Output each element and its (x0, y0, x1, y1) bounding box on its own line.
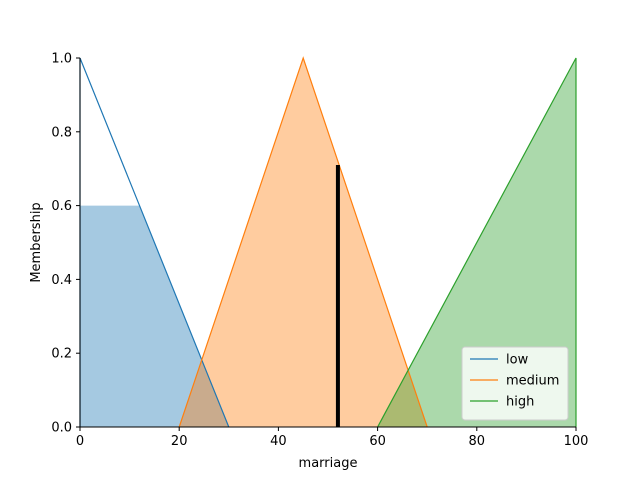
series-line-high (377, 57, 577, 428)
series-line-medium (178, 56, 428, 428)
legend-label-medium: medium (506, 374, 559, 389)
activation-fill-low (80, 205, 229, 427)
y-tick-label: 1.0 (51, 52, 72, 67)
axes (79, 58, 576, 428)
x-tick-label: 60 (369, 434, 386, 449)
legend-label-high: high (506, 395, 534, 410)
activation-fill-medium (179, 58, 428, 427)
x-tick-label: 80 (469, 434, 486, 449)
y-tick-label: 0.0 (51, 421, 72, 436)
y-axis-ticks: 0.0 0.2 0.4 0.6 0.8 1.0 (51, 52, 80, 436)
x-tick-label: 20 (171, 434, 188, 449)
y-tick-label: 0.4 (51, 273, 72, 288)
x-tick-label: 100 (564, 434, 589, 449)
x-axis-ticks: 0 20 40 60 80 100 (76, 427, 589, 449)
x-axis-label: marriage (299, 456, 358, 471)
legend-box (461, 346, 569, 421)
x-tick-label: 0 (76, 434, 84, 449)
y-tick-label: 0.8 (51, 125, 72, 140)
x-tick-label: 40 (270, 434, 287, 449)
y-tick-label: 0.2 (51, 347, 72, 362)
y-axis-label: Membership (29, 202, 44, 282)
legend-label-low: low (506, 353, 529, 368)
legend: low medium high (461, 346, 569, 421)
y-tick-label: 0.6 (51, 199, 72, 214)
